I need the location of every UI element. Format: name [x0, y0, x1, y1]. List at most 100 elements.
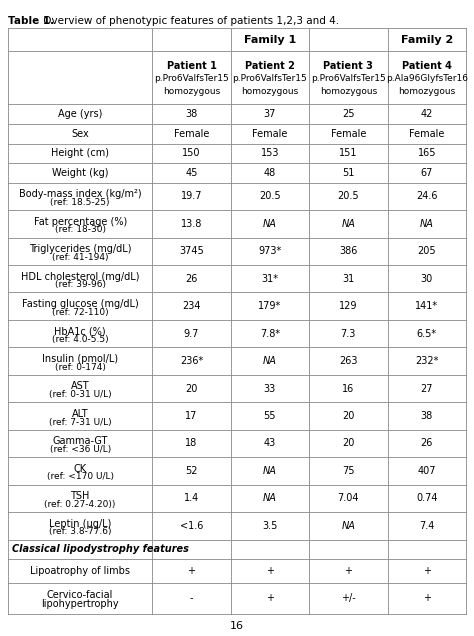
Text: +: +	[423, 593, 431, 604]
Text: Cervico-facial: Cervico-facial	[47, 590, 113, 600]
Text: Overview of phenotypic features of patients 1,2,3 and 4.: Overview of phenotypic features of patie…	[40, 16, 339, 26]
Text: lipohypertrophy: lipohypertrophy	[41, 599, 119, 609]
Text: Patient 3: Patient 3	[323, 61, 374, 71]
Text: +: +	[423, 566, 431, 576]
Text: 20: 20	[185, 384, 198, 394]
Text: Height (cm): Height (cm)	[51, 148, 109, 158]
Text: (ref: 0-31 U/L): (ref: 0-31 U/L)	[49, 390, 111, 399]
Text: Female: Female	[331, 128, 366, 139]
Text: 55: 55	[264, 411, 276, 421]
Text: NA: NA	[341, 219, 356, 229]
Text: (ref: 18.5-25): (ref: 18.5-25)	[50, 198, 110, 207]
Text: Patient 2: Patient 2	[245, 61, 295, 71]
Text: Body-mass index (kg/m²): Body-mass index (kg/m²)	[19, 190, 141, 199]
Text: 45: 45	[185, 168, 198, 178]
Text: NA: NA	[341, 521, 356, 531]
Text: 37: 37	[264, 109, 276, 119]
Text: HDL cholesterol (mg/dL): HDL cholesterol (mg/dL)	[21, 272, 139, 282]
Text: Female: Female	[409, 128, 445, 139]
Text: 7.3: 7.3	[341, 329, 356, 338]
Text: 16: 16	[230, 621, 244, 631]
Text: (ref: 41-194): (ref: 41-194)	[52, 253, 109, 262]
Text: 24.6: 24.6	[416, 191, 438, 202]
Text: Family 2: Family 2	[401, 34, 453, 45]
Text: -: -	[190, 593, 193, 604]
Text: 31*: 31*	[262, 273, 278, 284]
Text: (ref: 7-31 U/L): (ref: 7-31 U/L)	[49, 418, 111, 427]
Text: HbA1c (%): HbA1c (%)	[55, 326, 106, 336]
Text: 42: 42	[420, 109, 433, 119]
Text: 19.7: 19.7	[181, 191, 202, 202]
Text: NA: NA	[263, 219, 277, 229]
Text: 20.5: 20.5	[337, 191, 359, 202]
Text: 1.4: 1.4	[184, 494, 199, 503]
Text: 17: 17	[185, 411, 198, 421]
Text: 3745: 3745	[179, 246, 204, 256]
Text: 27: 27	[420, 384, 433, 394]
Text: 973*: 973*	[258, 246, 282, 256]
Text: (ref: 3.8-77.6): (ref: 3.8-77.6)	[49, 527, 111, 536]
Text: 234: 234	[182, 301, 201, 311]
Text: 26: 26	[420, 438, 433, 448]
Text: 25: 25	[342, 109, 355, 119]
Text: (ref: <36 U/L): (ref: <36 U/L)	[49, 445, 111, 454]
Text: 3.5: 3.5	[262, 521, 278, 531]
Text: 52: 52	[185, 466, 198, 476]
Text: (ref: 39-96): (ref: 39-96)	[55, 280, 106, 289]
Text: Gamma-GT: Gamma-GT	[53, 436, 108, 446]
Text: (ref: 4.0-5.5): (ref: 4.0-5.5)	[52, 335, 109, 344]
Text: Sex: Sex	[71, 128, 89, 139]
Text: Lipoatrophy of limbs: Lipoatrophy of limbs	[30, 566, 130, 576]
Text: 232*: 232*	[415, 356, 438, 366]
Text: 150: 150	[182, 148, 201, 158]
Text: 20.5: 20.5	[259, 191, 281, 202]
Text: NA: NA	[263, 356, 277, 366]
Text: AST: AST	[71, 382, 90, 391]
Text: Leptin (μg/L): Leptin (μg/L)	[49, 518, 111, 529]
Text: (ref: 0.27-4.20)): (ref: 0.27-4.20))	[45, 500, 116, 509]
Text: CK: CK	[73, 464, 87, 474]
Text: +/-: +/-	[341, 593, 356, 604]
Text: 205: 205	[418, 246, 436, 256]
Text: NA: NA	[263, 466, 277, 476]
Text: 179*: 179*	[258, 301, 282, 311]
Text: 9.7: 9.7	[184, 329, 199, 338]
Text: 386: 386	[339, 246, 357, 256]
Text: 0.74: 0.74	[416, 494, 438, 503]
Text: 6.5*: 6.5*	[417, 329, 437, 338]
Text: Family 1: Family 1	[244, 34, 296, 45]
Text: Table 1.: Table 1.	[8, 16, 54, 26]
Text: Female: Female	[174, 128, 209, 139]
Text: 30: 30	[420, 273, 433, 284]
Text: 129: 129	[339, 301, 357, 311]
Text: 7.8*: 7.8*	[260, 329, 280, 338]
Text: Fasting glucose (mg/dL): Fasting glucose (mg/dL)	[22, 299, 138, 309]
Text: 20: 20	[342, 438, 355, 448]
Text: 26: 26	[185, 273, 198, 284]
Text: 20: 20	[342, 411, 355, 421]
Text: ALT: ALT	[72, 409, 89, 418]
Text: p.Ala96GlyfsTer16: p.Ala96GlyfsTer16	[386, 74, 468, 83]
Text: 141*: 141*	[415, 301, 438, 311]
Text: 18: 18	[185, 438, 198, 448]
Text: Weight (kg): Weight (kg)	[52, 168, 109, 178]
Text: homozygous: homozygous	[320, 87, 377, 96]
Text: (ref: <170 U/L): (ref: <170 U/L)	[46, 473, 114, 481]
Text: homozygous: homozygous	[241, 87, 299, 96]
Text: Fat percentage (%): Fat percentage (%)	[34, 217, 127, 226]
Text: +: +	[266, 566, 274, 576]
Text: Triglycerides (mg/dL): Triglycerides (mg/dL)	[29, 244, 131, 254]
Text: +: +	[188, 566, 195, 576]
Text: 38: 38	[185, 109, 198, 119]
Text: TSH: TSH	[71, 491, 90, 501]
Text: 43: 43	[264, 438, 276, 448]
Text: 16: 16	[342, 384, 355, 394]
Text: 13.8: 13.8	[181, 219, 202, 229]
Text: homozygous: homozygous	[398, 87, 456, 96]
Text: NA: NA	[420, 219, 434, 229]
Text: 7.4: 7.4	[419, 521, 435, 531]
Text: p.Pro6ValfsTer15: p.Pro6ValfsTer15	[233, 74, 307, 83]
Text: homozygous: homozygous	[163, 87, 220, 96]
Text: 151: 151	[339, 148, 357, 158]
Text: 31: 31	[342, 273, 355, 284]
